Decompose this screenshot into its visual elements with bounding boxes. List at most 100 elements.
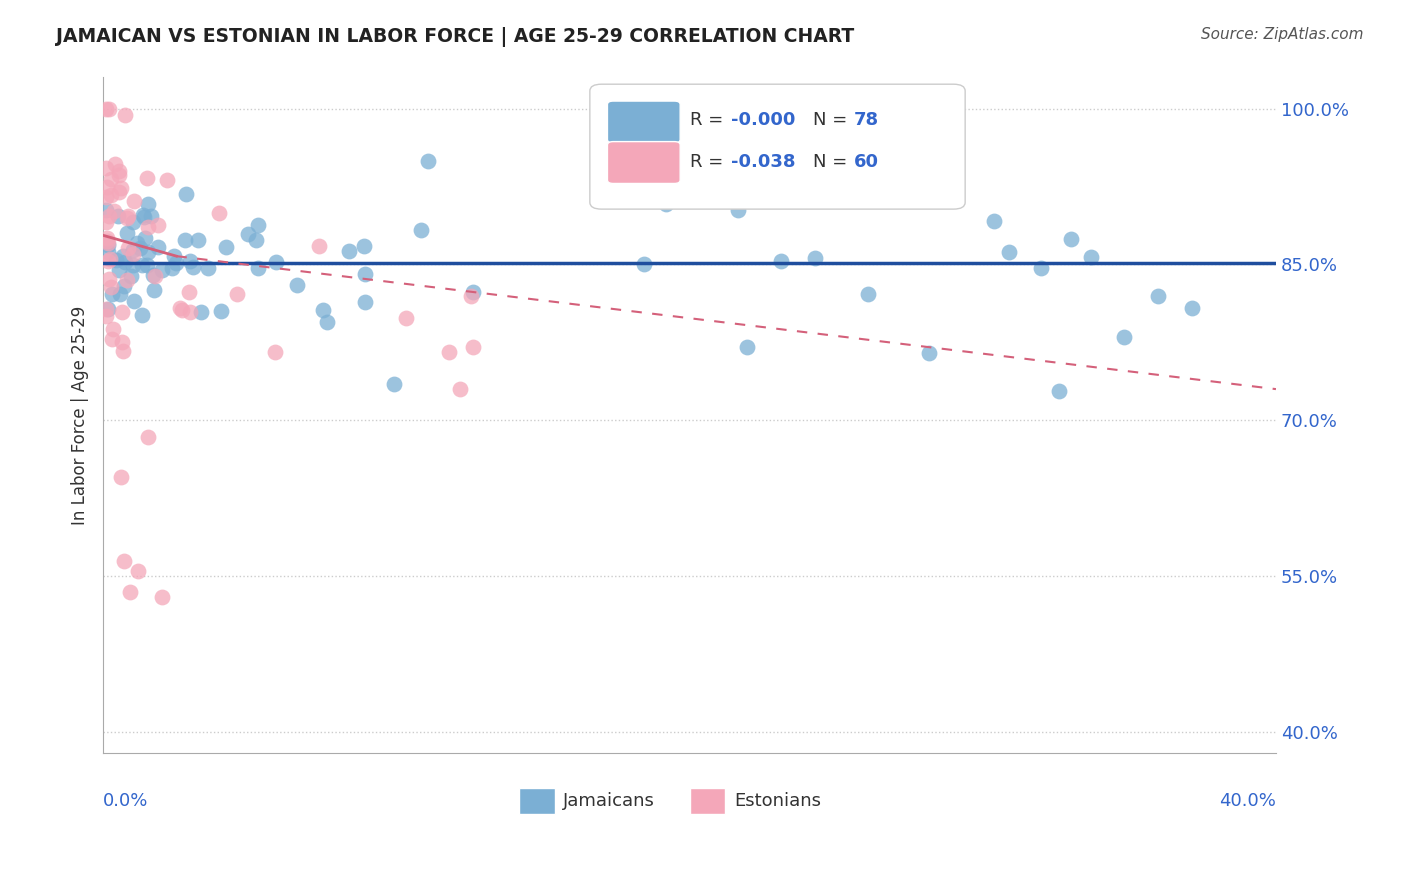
Point: [1181, 301, 1204, 315]
Point: [150, 590, 173, 604]
Point: [316, 315, 339, 329]
Point: [129, 241, 152, 255]
Point: [132, 208, 155, 222]
Point: [117, 241, 139, 255]
Point: [136, 171, 159, 186]
Text: -0.038: -0.038: [731, 153, 794, 171]
Point: [246, 260, 269, 275]
Point: [132, 211, 155, 225]
Point: [395, 310, 418, 325]
Point: [449, 382, 471, 396]
Point: [226, 287, 249, 301]
Point: [197, 261, 219, 276]
Point: [107, 209, 129, 223]
Point: [94, 190, 117, 204]
Point: [100, 188, 122, 202]
Point: [174, 186, 197, 201]
Point: [97, 236, 120, 251]
Point: [143, 269, 166, 284]
Point: [96, 234, 118, 248]
Point: [110, 181, 132, 195]
Point: [179, 305, 201, 319]
Point: [122, 194, 145, 209]
Point: [236, 227, 259, 242]
Text: 78: 78: [853, 111, 879, 129]
Point: [177, 285, 200, 300]
Point: [97, 245, 120, 260]
Point: [94, 309, 117, 323]
Point: [136, 244, 159, 259]
Text: Source: ZipAtlas.com: Source: ZipAtlas.com: [1201, 27, 1364, 42]
FancyBboxPatch shape: [607, 101, 681, 143]
Point: [998, 244, 1021, 259]
Bar: [689, 788, 724, 814]
Point: [134, 231, 156, 245]
Point: [655, 196, 678, 211]
Point: [169, 301, 191, 315]
Point: [983, 214, 1005, 228]
Point: [179, 254, 201, 268]
Point: [354, 268, 377, 282]
Point: [437, 344, 460, 359]
Point: [136, 196, 159, 211]
Point: [160, 260, 183, 275]
Text: 60: 60: [853, 153, 879, 171]
Text: N =: N =: [813, 153, 852, 171]
Point: [382, 376, 405, 391]
Point: [727, 202, 749, 217]
Point: [97, 209, 120, 223]
Point: [122, 293, 145, 308]
Point: [107, 263, 129, 277]
Point: [94, 301, 117, 316]
Point: [460, 289, 482, 303]
Point: [112, 279, 135, 293]
FancyBboxPatch shape: [607, 142, 681, 184]
Point: [264, 255, 287, 269]
Point: [139, 209, 162, 223]
Point: [112, 249, 135, 263]
Point: [308, 238, 330, 252]
Point: [131, 308, 153, 322]
Point: [108, 287, 131, 301]
Text: Jamaicans: Jamaicans: [562, 792, 655, 810]
Text: R =: R =: [689, 153, 728, 171]
Point: [110, 470, 132, 484]
Point: [111, 335, 134, 350]
Point: [735, 339, 758, 353]
Point: [100, 171, 122, 186]
Point: [170, 303, 193, 318]
Point: [285, 278, 308, 293]
Point: [337, 244, 360, 259]
Point: [264, 344, 287, 359]
Point: [146, 240, 169, 254]
Point: [94, 202, 117, 217]
Point: [245, 233, 267, 247]
Point: [163, 249, 186, 263]
Text: R =: R =: [689, 111, 728, 129]
Point: [98, 102, 121, 116]
Point: [122, 243, 145, 257]
Point: [150, 263, 173, 277]
Point: [108, 185, 131, 199]
Text: 40.0%: 40.0%: [1219, 791, 1277, 810]
Point: [108, 164, 131, 178]
Point: [1080, 250, 1102, 264]
Point: [633, 257, 655, 271]
Text: Estonians: Estonians: [734, 792, 821, 810]
Point: [136, 430, 159, 444]
Point: [209, 304, 232, 318]
Point: [114, 255, 136, 269]
Point: [120, 269, 142, 284]
Point: [98, 272, 121, 286]
Point: [143, 283, 166, 297]
Point: [111, 343, 134, 358]
Point: [115, 211, 138, 225]
Point: [101, 322, 124, 336]
Text: N =: N =: [813, 111, 852, 129]
Point: [416, 153, 439, 168]
Point: [409, 223, 432, 237]
Point: [100, 332, 122, 346]
Point: [96, 215, 118, 229]
Point: [127, 236, 149, 251]
Point: [96, 231, 118, 245]
